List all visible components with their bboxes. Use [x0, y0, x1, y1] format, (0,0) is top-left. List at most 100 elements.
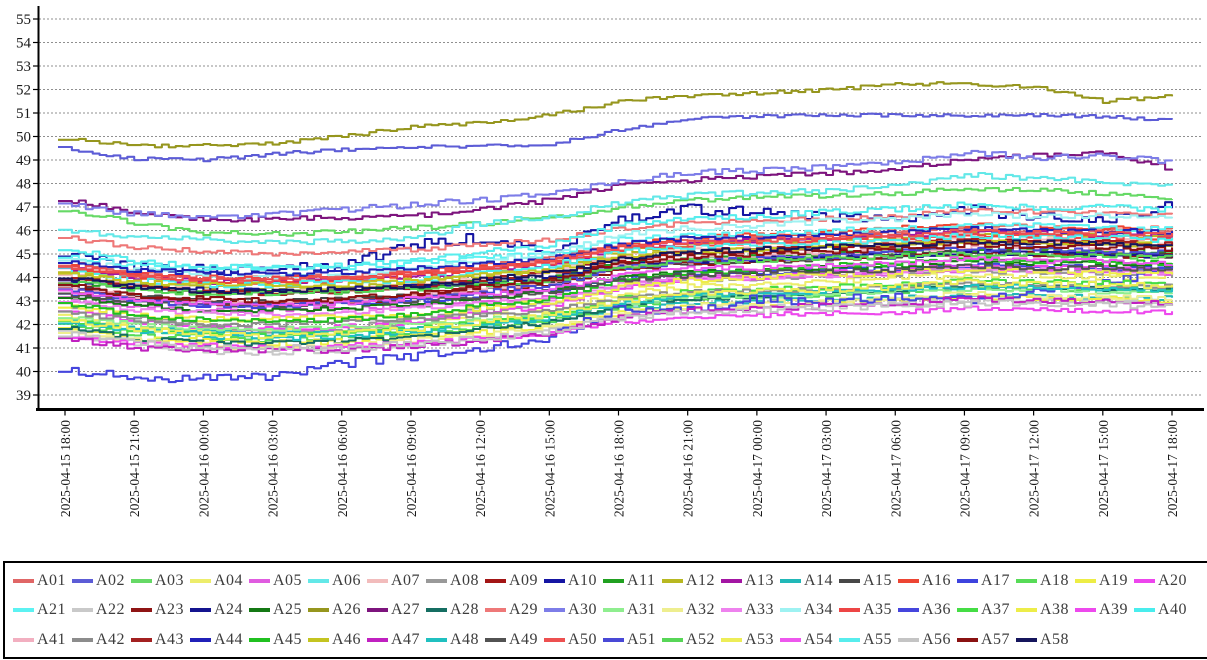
- legend-swatch-A47: [367, 637, 388, 642]
- legend-swatch-A29: [485, 608, 506, 612]
- y-tick-label: 41: [16, 341, 31, 357]
- legend-item-A12: A12: [662, 567, 721, 595]
- legend-swatch-A35: [839, 608, 860, 612]
- legend-label-A39: A39: [1099, 601, 1129, 618]
- legend-label-A30: A30: [568, 601, 598, 618]
- x-tick-label: 2025-04-16 09:00: [404, 420, 419, 517]
- y-tick-label: 39: [16, 388, 31, 404]
- legend-item-A39: A39: [1075, 596, 1134, 624]
- x-tick-label: 2025-04-16 12:00: [473, 420, 488, 517]
- y-tick-label: 46: [16, 224, 32, 240]
- legend-label-A19: A19: [1099, 571, 1129, 589]
- legend-label-A04: A04: [214, 571, 244, 589]
- series-line-A57: [58, 242, 1174, 304]
- legend-label-A05: A05: [273, 571, 303, 589]
- legend-item-A45: A45: [249, 626, 308, 654]
- legend-item-A01: A01: [13, 567, 72, 595]
- y-tick-label: 53: [16, 59, 31, 75]
- legend-swatch-A08: [426, 578, 447, 583]
- legend-swatch-A12: [662, 578, 683, 583]
- legend-item-A56: A56: [898, 626, 957, 654]
- legend-item-A18: A18: [1016, 567, 1075, 595]
- legend-label-A15: A15: [863, 571, 893, 589]
- legend-swatch-A24: [190, 608, 211, 612]
- chart-legend: A01 A02 A03 A04 A05 A06 A07 A08 A09 A10 A11 A12 A13 A…: [3, 561, 1207, 659]
- legend-item-A25: A25: [249, 596, 308, 624]
- legend-item-A06: A06: [308, 567, 367, 595]
- legend-item-A51: A51: [603, 626, 662, 654]
- legend-label-A03: A03: [155, 571, 185, 589]
- legend-label-A23: A23: [155, 601, 185, 618]
- legend-label-A44: A44: [214, 630, 244, 648]
- legend-item-A42: A42: [72, 626, 131, 654]
- legend-item-A07: A07: [367, 567, 426, 595]
- legend-item-A08: A08: [426, 567, 485, 595]
- series-line-A26: [58, 81, 1174, 149]
- x-tick-label: 2025-04-17 15:00: [1096, 420, 1111, 517]
- legend-item-A36: A36: [898, 596, 957, 624]
- legend-label-A12: A12: [686, 571, 716, 589]
- legend-item-A22: A22: [72, 596, 131, 624]
- x-tick-label: 2025-04-17 06:00: [888, 420, 903, 517]
- legend-swatch-A21: [13, 608, 34, 612]
- y-tick-label: 45: [16, 247, 31, 263]
- legend-item-A34: A34: [780, 596, 839, 624]
- legend-swatch-A43: [131, 637, 152, 642]
- legend-item-A35: A35: [839, 596, 898, 624]
- legend-swatch-A16: [898, 578, 919, 583]
- legend-item-A32: A32: [662, 596, 721, 624]
- legend-label-A54: A54: [804, 630, 834, 648]
- legend-item-A55: A55: [839, 626, 898, 654]
- series-line-A46: [58, 239, 1174, 288]
- legend-label-A29: A29: [509, 601, 539, 618]
- legend-label-A37: A37: [981, 601, 1011, 618]
- legend-label-A57: A57: [981, 630, 1011, 648]
- legend-swatch-A09: [485, 578, 506, 583]
- legend-label-A31: A31: [627, 601, 657, 618]
- y-tick-label: 54: [16, 36, 32, 52]
- legend-swatch-A39: [1075, 608, 1096, 612]
- legend-swatch-A25: [249, 608, 270, 612]
- legend-label-A56: A56: [922, 630, 952, 648]
- x-tick-label: 2025-04-17 18:00: [1165, 420, 1180, 517]
- legend-swatch-A41: [13, 637, 34, 642]
- legend-item-A41: A41: [13, 626, 72, 654]
- legend-item-A58: A58: [1016, 626, 1075, 654]
- y-tick-label: 42: [16, 318, 31, 334]
- legend-label-A10: A10: [568, 571, 598, 589]
- legend-swatch-A37: [957, 608, 978, 612]
- legend-label-A24: A24: [214, 601, 244, 618]
- legend-label-A13: A13: [745, 571, 775, 589]
- y-tick-label: 50: [16, 130, 31, 146]
- legend-swatch-A05: [249, 578, 270, 583]
- series-line-A56: [58, 299, 1174, 353]
- legend-item-A43: A43: [131, 626, 190, 654]
- legend-swatch-A13: [721, 578, 742, 583]
- legend-label-A22: A22: [96, 601, 126, 618]
- legend-item-A50: A50: [544, 626, 603, 654]
- legend-swatch-A03: [131, 578, 152, 583]
- legend-label-A40: A40: [1158, 601, 1188, 618]
- legend-item-A44: A44: [190, 626, 249, 654]
- legend-label-A38: A38: [1040, 601, 1070, 618]
- series-line-A55: [58, 201, 1172, 271]
- legend-label-A42: A42: [96, 630, 126, 648]
- legend-item-A11: A11: [603, 567, 662, 595]
- legend-item-A05: A05: [249, 567, 308, 595]
- series-line-A03: [58, 186, 1174, 237]
- legend-label-A43: A43: [155, 630, 185, 648]
- y-tick-label: 55: [16, 12, 31, 28]
- series-line-A29: [58, 208, 1174, 257]
- legend-item-A29: A29: [485, 596, 544, 624]
- legend-item-A19: A19: [1075, 567, 1134, 595]
- legend-label-A01: A01: [37, 571, 67, 589]
- legend-swatch-A23: [131, 608, 152, 612]
- x-tick-label: 2025-04-16 00:00: [196, 420, 211, 517]
- legend-swatch-A53: [721, 637, 742, 642]
- legend-item-A15: A15: [839, 567, 898, 595]
- legend-label-A09: A09: [509, 571, 539, 589]
- legend-swatch-A11: [603, 578, 624, 583]
- legend-swatch-A17: [957, 578, 978, 583]
- legend-swatch-A51: [603, 637, 624, 642]
- legend-label-A36: A36: [922, 601, 952, 618]
